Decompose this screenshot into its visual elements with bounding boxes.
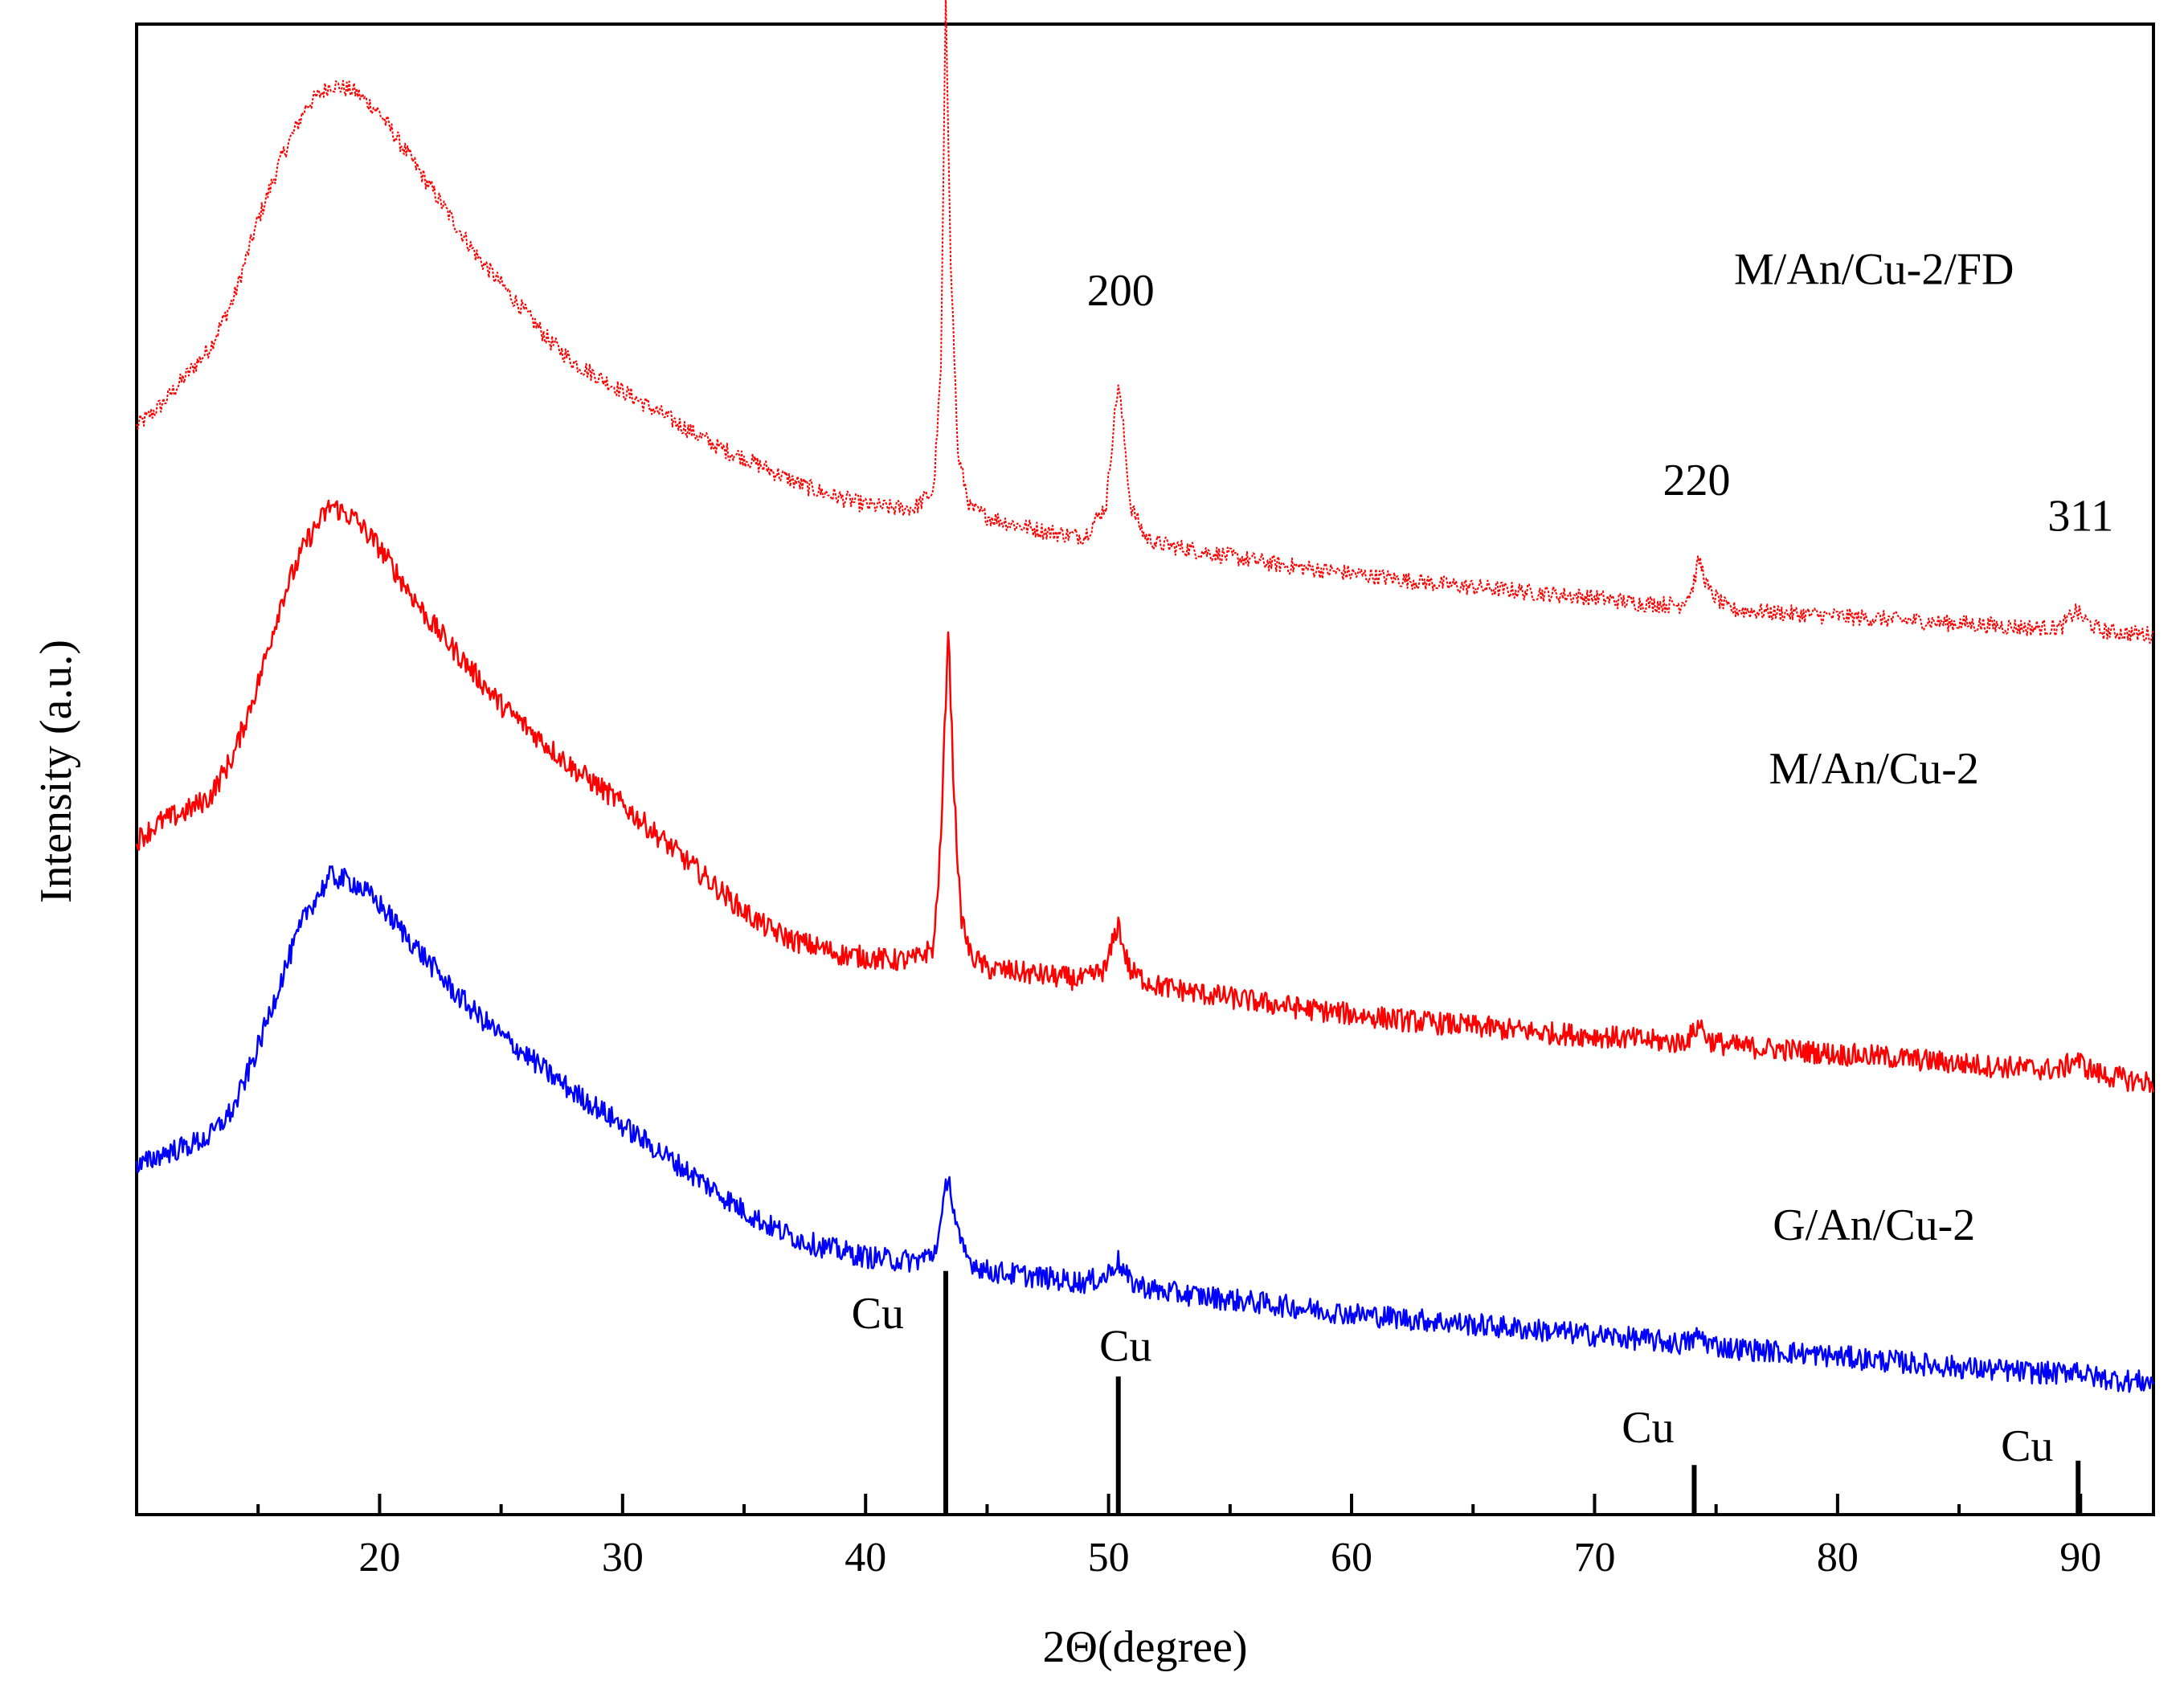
plot-area: 20 30 40 50 60 70 80 90 111 200 220 311 Cu Cu Cu Cu M/… — [135, 0, 2155, 1581]
series-line-1 — [136, 0, 2154, 644]
peak-label-1: 111 — [890, 0, 954, 2]
x-tick-label-70: 70 — [1573, 1535, 1615, 1581]
series-label-1: M/An/Cu-2/FD — [1734, 245, 2014, 295]
x-tick-label-50: 50 — [1088, 1535, 1130, 1581]
x-axis-ticks: 20 30 40 50 60 70 80 90 — [256, 1494, 2101, 1581]
peak-label-3: 220 — [1663, 456, 1730, 505]
x-tick-label-40: 40 — [845, 1535, 886, 1581]
series-layer — [135, 0, 2155, 1393]
plot-frame — [135, 22, 2155, 1516]
series-label-layer: M/An/Cu-2/FD M/An/Cu-2 G/An/Cu-2 — [1734, 245, 2014, 1250]
x-tick-label-20: 20 — [358, 1535, 400, 1581]
series-label-3: G/An/Cu-2 — [1773, 1200, 1975, 1250]
peak-label-4: 311 — [2047, 492, 2113, 542]
x-tick-label-30: 30 — [602, 1535, 644, 1581]
cu-label-7: Cu — [1622, 1403, 1674, 1453]
x-axis-label: 2Θ(degree) — [1043, 1622, 1248, 1672]
x-tick-label-80: 80 — [1817, 1535, 1859, 1581]
y-axis-label: Intensity (a.u.) — [31, 640, 81, 903]
cu-reference-layer — [943, 1270, 2081, 1515]
x-tick-label-90: 90 — [2059, 1535, 2101, 1581]
series-line-2 — [135, 499, 2155, 1094]
peak-label-2: 200 — [1087, 266, 1155, 316]
cu-label-6: Cu — [1099, 1322, 1151, 1372]
cu-label-5: Cu — [852, 1289, 904, 1339]
series-line-3 — [135, 865, 2155, 1393]
annotation-layer: 111 200 220 311 Cu Cu Cu Cu — [852, 0, 2114, 1471]
cu-label-8: Cu — [2001, 1421, 2053, 1471]
series-label-2: M/An/Cu-2 — [1769, 744, 1979, 794]
x-tick-label-60: 60 — [1331, 1535, 1372, 1581]
